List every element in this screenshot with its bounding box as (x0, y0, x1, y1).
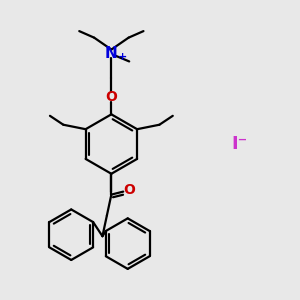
Text: +: + (118, 52, 127, 62)
Text: I⁻: I⁻ (231, 135, 247, 153)
Text: O: O (123, 183, 135, 197)
Text: O: O (105, 90, 117, 104)
Text: N: N (105, 46, 118, 62)
